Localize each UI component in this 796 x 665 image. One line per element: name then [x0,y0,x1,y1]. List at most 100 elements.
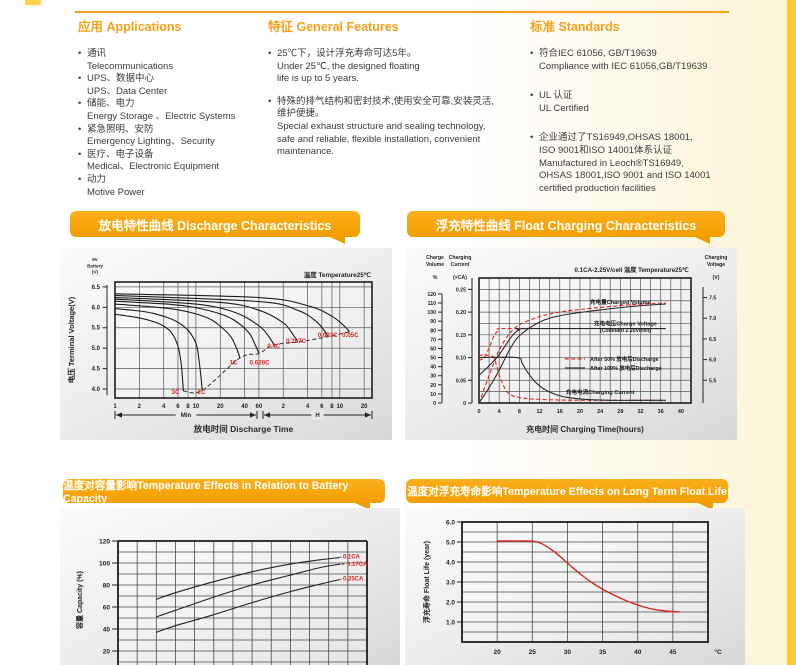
svg-text:Current: Current [451,262,470,268]
svg-text:60: 60 [103,604,111,611]
temp-float-life-chart-title: 温度对浮充寿命影响Temperature Effects on Long Ter… [407,485,727,498]
bullet-icon: • [268,95,272,107]
standard-item: • UL 认证 UL Certified [530,90,786,115]
svg-text:80: 80 [430,328,436,334]
svg-text:H: H [315,413,319,419]
bullet-icon: • [268,48,272,59]
discharge-chart-header: 放电特性曲线 Discharge Characteristics [70,211,360,244]
temp-float-life-chart-header: 温度对浮充寿命影响Temperature Effects on Long Ter… [406,479,728,510]
svg-text:4.0: 4.0 [446,559,455,566]
bullet-icon: • [78,173,82,185]
svg-text:Charge: Charge [426,255,444,261]
temp-capacity-chart-title: 温度对容量影响Temperature Effects in Relation t… [63,479,349,505]
curve-label-3C: 3C [172,389,180,396]
svg-text:28: 28 [617,409,623,415]
svg-text:放电时间 Discharge Time: 放电时间 Discharge Time [193,424,294,434]
svg-text:6: 6 [176,404,180,410]
svg-text:80: 80 [103,582,111,589]
svg-text:温度 Temperature25℃: 温度 Temperature25℃ [304,270,371,279]
temperature-float-life-chart: 6.0 5.0 4.0 3.0 2.0 1.0 浮充寿命 Float Life (year)… [405,508,745,665]
svg-text:20: 20 [494,649,502,656]
svg-text:10: 10 [336,404,343,410]
application-item: • 储能、电力 Energy Storage 、Electric Systems [78,98,268,123]
svg-text:2: 2 [138,404,142,410]
svg-text:4: 4 [162,404,166,410]
svg-text:6.0: 6.0 [446,519,455,526]
standard-line: UL 认证 [539,90,573,102]
svg-text:2.0: 2.0 [446,599,455,606]
features-title: 特征 General Features [268,20,399,34]
float-charging-chart-header: 浮充特性曲线 Float Charging Characteristics [407,211,725,244]
curve-current_after50 [478,354,666,401]
svg-text:8: 8 [186,404,190,410]
top-divider-rule [75,11,729,13]
svg-text:100: 100 [427,310,436,316]
svg-text:0.20: 0.20 [456,310,466,316]
svg-text:20: 20 [103,648,111,655]
curve-0.1CA [156,556,341,600]
feature-line: 25℃下，设计浮充寿命可达5年。 [277,48,417,59]
application-cn: 动力 [87,173,107,185]
application-en: UPS、Data Center [87,85,168,97]
svg-text:7.5: 7.5 [709,296,716,302]
svg-text:Battery: Battery [87,263,103,268]
curve-label-0.093C: 0.093C [318,332,338,339]
svg-text:0.10: 0.10 [456,356,466,362]
application-en: Energy Storage 、Electric Systems [87,110,236,122]
svg-text:40: 40 [241,404,248,410]
svg-text:5.0: 5.0 [446,539,455,546]
svg-text:6.0: 6.0 [709,358,716,364]
standard-line: certified production facilities [539,182,656,194]
standard-line: UL Certified [539,102,589,114]
legend-after100: After 100% 放电后Discharge [590,364,662,372]
svg-text:(V): (V) [713,275,720,281]
temperature-capacity-chart: 120 100 80 60 40 20 容量 Capacity (%) 0.1CA 0.17CA… [60,508,400,665]
svg-text:50: 50 [430,356,436,362]
svg-text:容量 Capacity (%): 容量 Capacity (%) [75,571,84,630]
curve-float-life [497,540,680,613]
features-section: 特征 General Features • 25℃下，设计浮充寿命可达5年。 U… [268,16,520,169]
curve-0.17CA [156,563,341,618]
header-tail-icon [328,236,345,244]
standards-title: 标准 Standards [530,20,620,34]
svg-text:120: 120 [99,538,110,545]
discharge-characteristics-chart: 6.5 6.0 5.5 5.0 4.5 4.0 6V Battery (V) 电压 Termina… [60,248,392,440]
svg-text:Charging: Charging [449,255,472,261]
curve-label-1C: 1C [229,360,237,367]
svg-text:60: 60 [256,404,263,410]
svg-text:10: 10 [430,392,436,398]
standard-line: 企业通过了TS16949,OHSAS 18001, [539,132,693,144]
svg-text:20: 20 [577,409,583,415]
svg-text:1: 1 [113,404,117,410]
svg-text:Volume: Volume [426,262,444,268]
svg-text:0: 0 [477,409,480,415]
standard-line: Compliance with IEC 61056,GB/T19639 [539,60,708,72]
curve-0.25CA [156,578,341,633]
svg-text:0: 0 [433,401,436,407]
svg-text:6.5: 6.5 [92,285,101,291]
application-item: • 通讯 Telecommunications [78,48,268,73]
svg-text:45: 45 [669,649,677,656]
curve-3C [114,313,184,392]
svg-text:Charging: Charging [705,255,728,261]
svg-text:7.0: 7.0 [709,316,716,322]
application-cn: UPS、数据中心 [87,73,155,85]
curve-label-0.207C: 0.207C [286,338,306,345]
application-cn: 紧急照明、安防 [87,123,154,135]
application-cn: 医疗、电子设备 [87,148,154,160]
legend-after50: After 50% 放电后Discharge [590,355,659,363]
bullet-icon: • [530,90,534,102]
cutoff-locus [183,331,350,394]
svg-text:6.5: 6.5 [709,337,716,343]
svg-text:1.0: 1.0 [446,619,455,626]
svg-text:100: 100 [99,560,110,567]
feature-line: Under 25℃, the designed floating [277,60,420,72]
svg-text:5.0: 5.0 [92,346,101,352]
standard-line: Manufactured in Leoch®TS16949, [539,157,684,169]
feature-line: 特殊的排气结构和密封技术,使用安全可靠,安装灵活, [277,95,494,107]
temp-capacity-chart-header: 温度对容量影响Temperature Effects in Relation t… [63,479,385,510]
curve-0.05C [114,293,350,333]
svg-text:(V): (V) [92,270,99,275]
svg-text:Voltage: Voltage [707,262,725,268]
